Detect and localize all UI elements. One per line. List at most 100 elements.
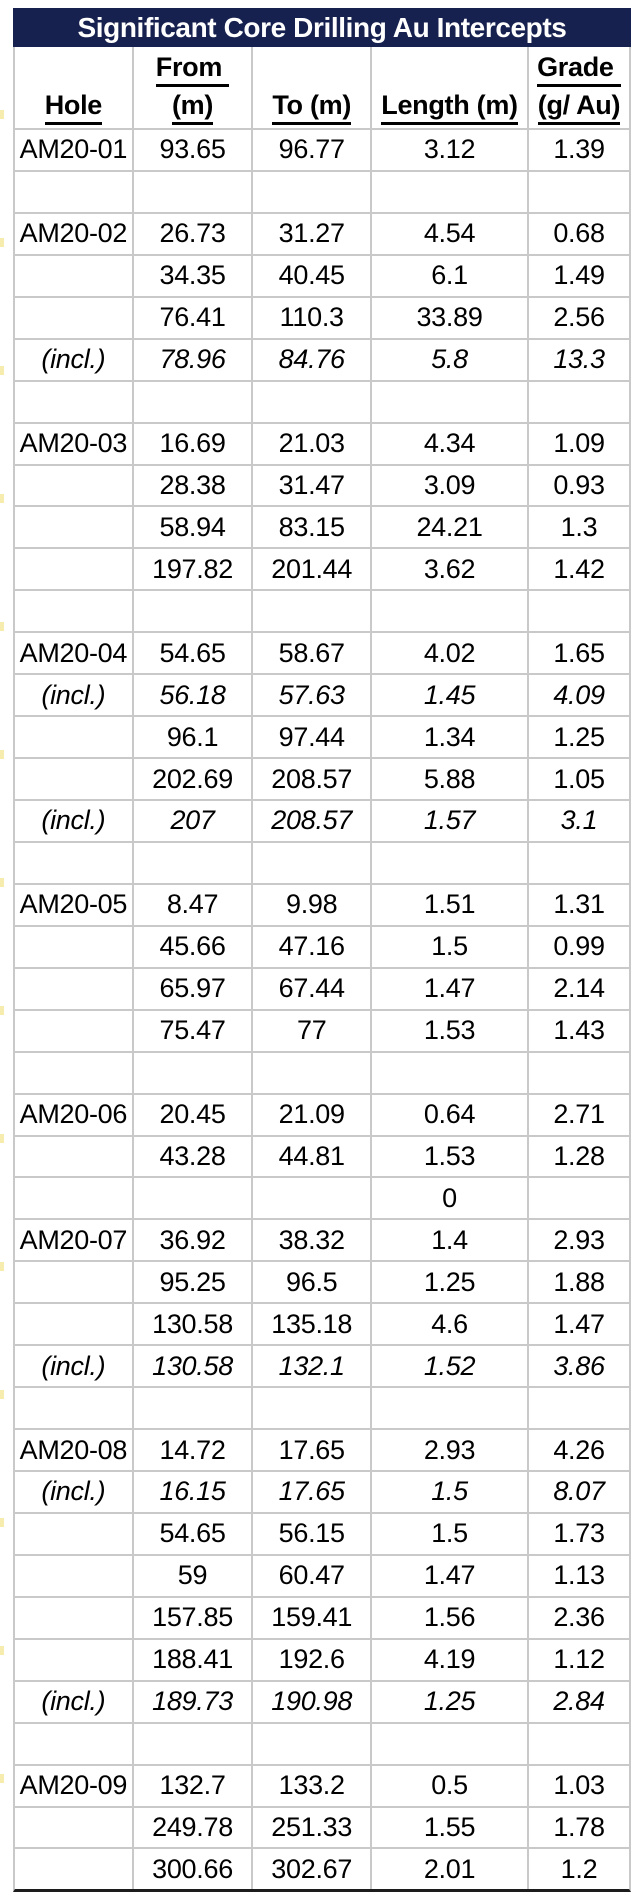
cell-length: 33.89 xyxy=(370,297,527,338)
cell-to xyxy=(251,591,370,632)
cell-hole: (incl.) xyxy=(41,344,106,375)
cell-grade: 1.03 xyxy=(526,1765,629,1806)
cell-length: 1.47 xyxy=(370,968,527,1009)
cell-to: 192.6 xyxy=(251,1639,370,1680)
cell-to: 96.77 xyxy=(251,130,370,170)
cell-grade: 1.49 xyxy=(526,255,629,296)
cell-to: 21.09 xyxy=(251,1094,370,1135)
cell-hole xyxy=(15,1178,132,1218)
cell-length: 2.93 xyxy=(370,1430,527,1470)
cell-grade xyxy=(526,1388,629,1429)
cell-from: 36.92 xyxy=(131,1220,252,1261)
table-row: 54.65 56.15 1.5 1.73 xyxy=(15,1511,629,1554)
cell-hole xyxy=(15,1640,132,1680)
cell-to: 67.44 xyxy=(251,968,370,1009)
cell-to: 251.33 xyxy=(251,1807,370,1848)
cell-from xyxy=(131,842,252,883)
cell-to xyxy=(251,171,370,212)
cell-hole xyxy=(15,1556,132,1596)
cell-hole: (incl.) xyxy=(41,1350,106,1381)
cell-grade: 2.36 xyxy=(526,1597,629,1638)
table-row: 45.66 47.16 1.5 0.99 xyxy=(15,924,629,967)
cell-length: 24.21 xyxy=(370,507,527,548)
cell-hole xyxy=(15,1808,132,1848)
table-row xyxy=(15,589,629,632)
table-row xyxy=(15,1386,629,1429)
cell-hole xyxy=(15,1514,132,1554)
cell-length: 2.01 xyxy=(370,1849,527,1890)
cell-grade: 1.31 xyxy=(526,884,629,925)
cell-length: 1.53 xyxy=(370,1136,527,1177)
cell-length xyxy=(370,1052,527,1093)
header-label-from: (m) xyxy=(171,87,213,125)
cell-from: 56.18 xyxy=(131,675,252,716)
cell-from: 45.66 xyxy=(131,926,252,967)
cell-grade: 1.78 xyxy=(526,1807,629,1848)
table-row xyxy=(15,1721,629,1764)
header-label-grade: (g/ Au) xyxy=(537,87,620,125)
table-row: AM20-07 36.92 38.32 1.4 2.93 xyxy=(15,1218,629,1261)
cell-length: 0.5 xyxy=(370,1765,527,1806)
cell-to: 208.57 xyxy=(251,801,370,841)
table-row: (incl.) 130.58 132.1 1.52 3.86 xyxy=(15,1344,629,1387)
cell-grade xyxy=(526,1723,629,1764)
cell-hole xyxy=(15,843,132,883)
cell-from xyxy=(131,381,252,422)
cell-length: 1.53 xyxy=(370,1010,527,1051)
cell-grade: 2.93 xyxy=(526,1220,629,1261)
cell-length: 4.34 xyxy=(370,423,527,464)
cell-to: 44.81 xyxy=(251,1136,370,1177)
header-cell-to: To (m) xyxy=(251,47,370,128)
cell-hole xyxy=(15,717,132,757)
table-header-row: Hole From (m) To (m) Length (m) Grade (g/ Au… xyxy=(15,47,629,128)
cell-to: 57.63 xyxy=(251,675,370,716)
cell-grade: 1.88 xyxy=(526,1262,629,1303)
cell-grade: 0.99 xyxy=(526,926,629,967)
table-row: 188.41 192.6 4.19 1.12 xyxy=(15,1637,629,1680)
table-row: AM20-01 93.65 96.77 3.12 1.39 xyxy=(15,128,629,170)
cell-hole xyxy=(15,927,132,967)
cell-length: 5.88 xyxy=(370,759,527,799)
cell-from: 188.41 xyxy=(131,1639,252,1680)
cell-grade: 3.1 xyxy=(526,801,629,841)
cell-grade xyxy=(526,171,629,212)
cell-grade: 2.56 xyxy=(526,297,629,338)
cell-length: 1.51 xyxy=(370,884,527,925)
cell-to: 84.76 xyxy=(251,339,370,380)
cell-to xyxy=(251,1052,370,1093)
cell-from: 8.47 xyxy=(131,884,252,925)
cell-from: 59 xyxy=(131,1555,252,1596)
table-row xyxy=(15,169,629,212)
cell-length xyxy=(370,381,527,422)
cell-from: 189.73 xyxy=(131,1681,252,1722)
cell-grade: 2.14 xyxy=(526,968,629,1009)
cell-hole xyxy=(15,1053,132,1093)
table-row xyxy=(15,840,629,883)
cell-hole xyxy=(15,1388,132,1428)
cell-to: 110.3 xyxy=(251,297,370,338)
table-row: 202.69 208.57 5.88 1.05 xyxy=(15,757,629,799)
intercepts-table: Significant Core Drilling Au Intercepts … xyxy=(13,8,631,1893)
cell-length: 1.25 xyxy=(370,1262,527,1303)
cell-from: 202.69 xyxy=(131,759,252,799)
table-row: (incl.) 56.18 57.63 1.45 4.09 xyxy=(15,673,629,716)
cell-from: 43.28 xyxy=(131,1136,252,1177)
table-row: (incl.) 78.96 84.76 5.8 13.3 xyxy=(15,337,629,380)
cell-grade: 1.28 xyxy=(526,1136,629,1177)
cell-grade: 1.2 xyxy=(526,1849,629,1890)
table-row: AM20-08 14.72 17.65 2.93 4.26 xyxy=(15,1428,629,1470)
table-title: Significant Core Drilling Au Intercepts xyxy=(77,11,567,43)
cell-from xyxy=(131,1052,252,1093)
cell-hole xyxy=(15,1137,132,1177)
cell-to: 60.47 xyxy=(251,1555,370,1596)
cell-grade xyxy=(526,381,629,422)
cell-from xyxy=(131,591,252,632)
cell-from: 20.45 xyxy=(131,1094,252,1135)
cell-length: 1.34 xyxy=(370,717,527,758)
cell-to: 40.45 xyxy=(251,255,370,296)
table-row: 59 60.47 1.47 1.13 xyxy=(15,1553,629,1596)
cell-hole: AM20-04 xyxy=(19,637,128,668)
table-row: 130.58 135.18 4.6 1.47 xyxy=(15,1302,629,1345)
table-row: 43.28 44.81 1.53 1.28 xyxy=(15,1134,629,1177)
